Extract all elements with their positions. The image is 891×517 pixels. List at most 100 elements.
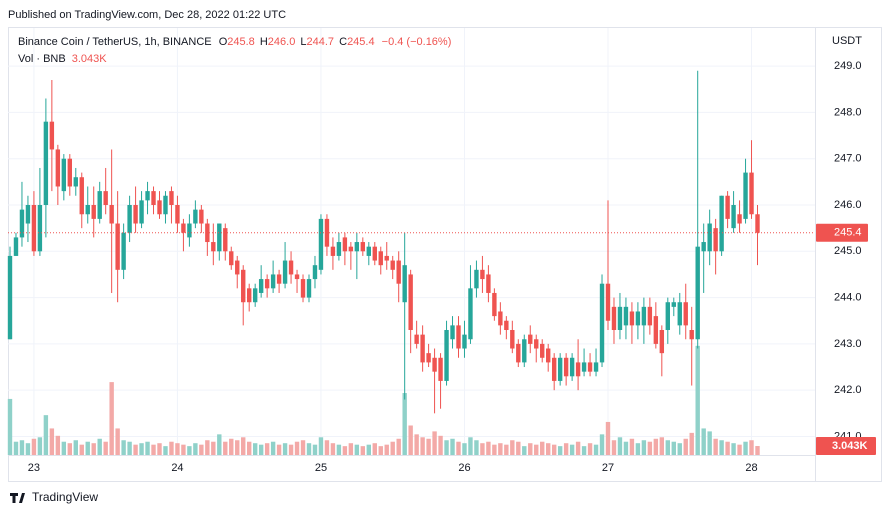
candle-body	[151, 191, 156, 205]
volume-bar	[426, 438, 431, 455]
volume-bar	[510, 440, 515, 455]
candle-body	[737, 214, 742, 224]
volume-bar	[115, 428, 120, 455]
candle-body	[665, 302, 670, 330]
candle-body	[623, 306, 629, 326]
candle-body	[372, 246, 377, 261]
candle-body	[282, 260, 288, 284]
candle-body	[79, 177, 84, 215]
candle-body	[217, 223, 222, 252]
candle-body	[175, 205, 180, 224]
candle-body	[593, 362, 599, 372]
volume-bar	[103, 441, 108, 455]
legend-key: H	[260, 36, 268, 48]
volume-bar	[354, 444, 360, 455]
candle-body	[420, 334, 425, 363]
volume-bar	[7, 398, 13, 455]
volume-bar	[247, 441, 252, 455]
y-tick-label: 248.0	[834, 106, 862, 118]
chart-frame	[8, 27, 882, 482]
volume-bar	[408, 425, 413, 455]
candle-body	[450, 325, 455, 340]
x-tick-label: 24	[171, 462, 183, 474]
candle-body	[73, 177, 78, 187]
candle-body	[336, 242, 342, 256]
volume-bar	[725, 441, 730, 455]
candle-body	[378, 251, 383, 266]
candle-body	[37, 205, 43, 252]
y-tick-label: 246.0	[834, 199, 862, 211]
candle-body	[540, 343, 545, 358]
volume-bar	[258, 444, 264, 455]
volume-bar	[551, 444, 557, 455]
volume-bar	[276, 444, 282, 455]
candle-body	[312, 265, 318, 280]
volume-bar	[43, 415, 49, 455]
candle-body	[408, 274, 413, 330]
volume-bar	[462, 443, 467, 455]
candle-body	[31, 205, 37, 252]
volume-bar	[456, 441, 461, 455]
volume-bar	[396, 438, 401, 455]
candle-body	[546, 348, 551, 363]
volume-bar	[121, 440, 126, 455]
volume-bar	[324, 440, 330, 455]
volume-bar	[402, 393, 407, 455]
candle-body	[671, 302, 676, 307]
volume-bar	[270, 441, 276, 455]
volume-bar	[695, 345, 700, 455]
volume-bar	[61, 441, 67, 455]
legend-key: O	[219, 36, 228, 48]
candle-body	[659, 330, 665, 354]
volume-bar	[468, 437, 473, 455]
candle-body	[695, 246, 700, 340]
volume-bar	[145, 441, 150, 455]
candle-body	[145, 191, 150, 201]
candle-body	[402, 265, 407, 303]
y-tick-label: 249.0	[834, 60, 862, 72]
candle-body	[677, 302, 682, 326]
candle-body	[318, 218, 324, 270]
volume-bar	[127, 441, 132, 455]
logo-icon	[10, 493, 25, 503]
candle-body	[432, 357, 437, 372]
candle-body	[647, 306, 653, 326]
candle-body	[569, 357, 575, 377]
volume-bar	[546, 443, 551, 455]
volume-bar	[163, 446, 168, 455]
candle-body	[157, 200, 162, 215]
volume-legend-name: Vol · BNB	[18, 53, 66, 65]
candle-body	[390, 260, 395, 270]
candle-body	[43, 121, 49, 205]
volume-bar	[282, 443, 288, 455]
volume-bar	[67, 443, 72, 455]
candle-body	[605, 283, 611, 321]
volume-bar	[516, 441, 521, 455]
legend-key: C	[339, 36, 347, 48]
candle-body	[486, 274, 491, 293]
volume-bar	[593, 444, 599, 455]
candle-body	[25, 205, 31, 224]
candle-body	[348, 246, 354, 252]
volume-bar	[31, 438, 37, 455]
volume-bar	[498, 443, 503, 455]
volume-bar	[384, 444, 389, 455]
volume-bar	[504, 444, 509, 455]
candle-body	[7, 255, 13, 340]
candle-body	[617, 306, 623, 330]
candle-body	[629, 311, 635, 326]
candle-body	[115, 223, 120, 270]
volume-bar	[641, 440, 647, 455]
candle-body	[127, 205, 132, 233]
volume-bar	[330, 443, 336, 455]
volume-bar	[605, 421, 611, 455]
candle-body	[121, 232, 126, 270]
candle-body	[342, 237, 348, 252]
candle-body	[13, 237, 19, 256]
volume-bar	[288, 444, 294, 455]
candle-body	[139, 200, 144, 224]
volume-bar	[677, 443, 682, 455]
legend-key: L	[300, 36, 306, 48]
x-tick-label: 25	[315, 462, 327, 474]
legend: Binance Coin / TetherUS, 1h, BINANCE O24…	[18, 36, 451, 48]
